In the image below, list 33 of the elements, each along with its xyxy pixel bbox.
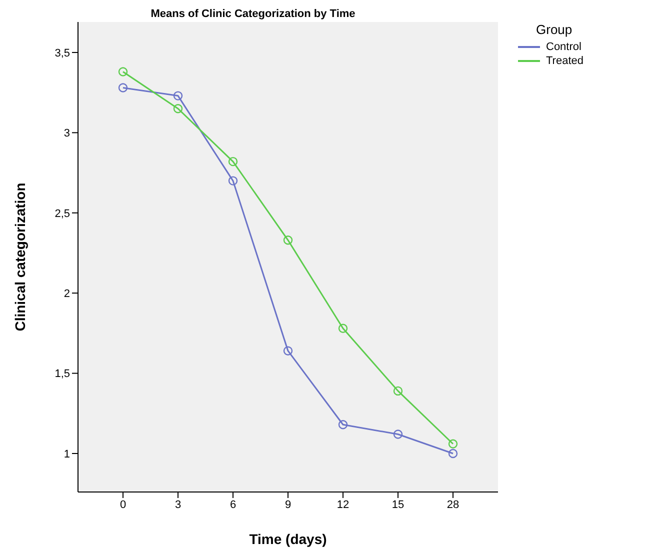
point bbox=[173, 91, 183, 100]
y-tick-label: 2 bbox=[64, 288, 70, 300]
point bbox=[448, 439, 458, 448]
point bbox=[118, 67, 128, 76]
chart-title: Means of Clinic Categorization by Time bbox=[150, 8, 356, 22]
point bbox=[393, 430, 403, 439]
x-tick-label: 0 bbox=[120, 498, 126, 511]
legend-title: Group bbox=[536, 22, 574, 37]
point bbox=[338, 324, 348, 333]
point bbox=[393, 386, 403, 396]
y-tick-label: 3 bbox=[64, 128, 70, 140]
y-tick-label: 2,5 bbox=[54, 208, 70, 220]
y-tick-label: 1 bbox=[64, 448, 70, 460]
y-axis-title: Clinical categorization bbox=[12, 182, 28, 332]
point bbox=[228, 176, 238, 186]
point bbox=[173, 104, 183, 114]
point bbox=[448, 448, 458, 458]
x-axis-title: Time (days) bbox=[249, 531, 327, 547]
y-tick-label: 3,5 bbox=[54, 47, 70, 60]
x-tick-label: 6 bbox=[230, 498, 236, 511]
legend-label: Treated bbox=[546, 55, 584, 67]
point bbox=[118, 83, 128, 92]
point bbox=[228, 156, 238, 166]
x-tick-label: 12 bbox=[336, 498, 350, 511]
x-tick-label: 3 bbox=[174, 498, 182, 511]
y-tick-label: 1,5 bbox=[54, 368, 70, 380]
point bbox=[283, 346, 293, 356]
x-tick-label: 28 bbox=[446, 498, 460, 511]
point bbox=[338, 420, 348, 430]
legend-label: Control bbox=[546, 41, 582, 53]
x-tick-label: 9 bbox=[284, 498, 292, 511]
point bbox=[283, 236, 293, 245]
x-tick-label: 15 bbox=[392, 498, 404, 511]
